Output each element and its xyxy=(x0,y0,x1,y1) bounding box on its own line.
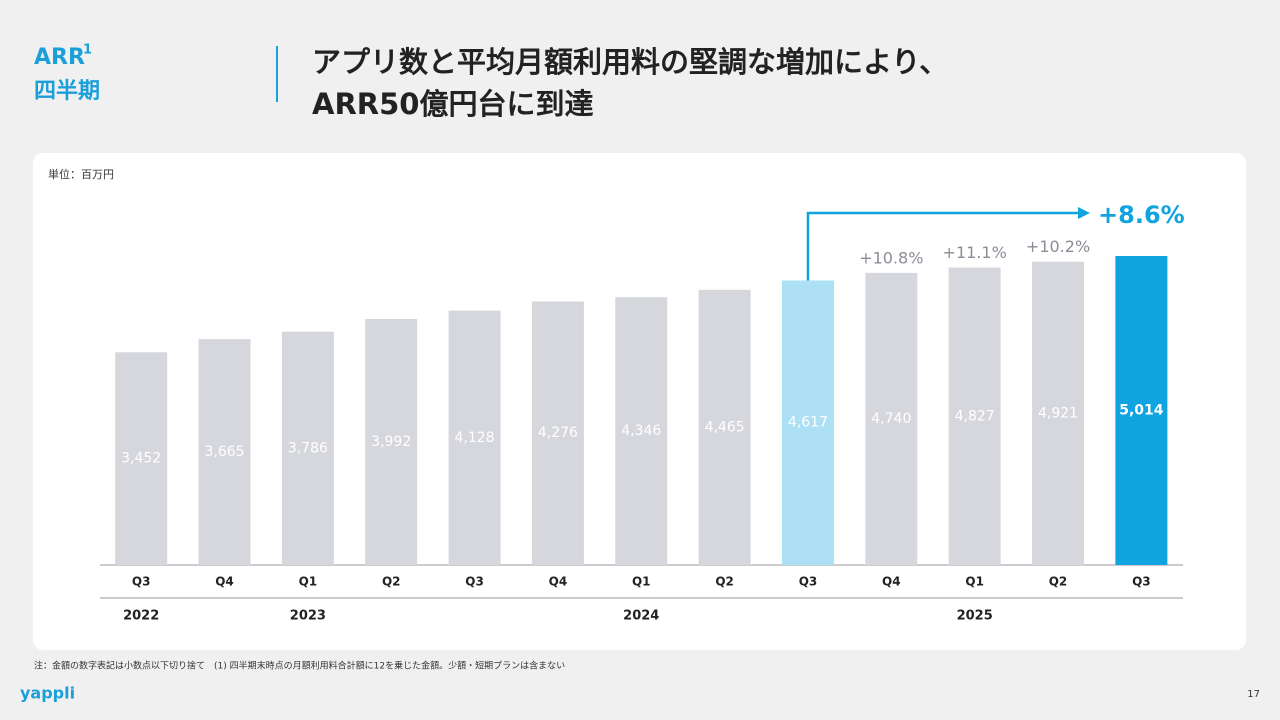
bar xyxy=(531,301,584,565)
x-tick-label: Q2 xyxy=(382,575,401,589)
value-label: 4,740 xyxy=(871,411,911,427)
year-label: 2025 xyxy=(957,609,993,624)
x-tick-label: Q3 xyxy=(132,575,151,589)
year-label: 2023 xyxy=(290,609,326,624)
growth-label: +11.1% xyxy=(943,243,1007,262)
bar xyxy=(865,272,918,565)
x-tick-label: Q2 xyxy=(1049,575,1068,589)
title-line: アプリ数と平均月額利用料の堅調な増加により、 xyxy=(312,45,948,79)
bar xyxy=(115,352,168,565)
section-note: 1 xyxy=(83,43,92,58)
title-line: ARR50億円台に到達 xyxy=(312,87,593,121)
bar xyxy=(1032,261,1085,565)
growth-arrow xyxy=(806,211,1080,281)
x-tick-label: Q3 xyxy=(799,575,818,589)
growth-label: +10.8% xyxy=(859,248,923,267)
bar xyxy=(281,331,334,565)
bar xyxy=(781,280,834,565)
x-tick-label: Q1 xyxy=(299,575,318,589)
logo: yappli xyxy=(20,684,75,703)
section: ARR xyxy=(34,45,85,70)
value-label: 3,665 xyxy=(204,444,244,460)
value-label: 3,452 xyxy=(121,451,161,467)
value-label: 4,276 xyxy=(538,425,578,441)
x-tick-label: Q3 xyxy=(1132,575,1151,589)
bar xyxy=(1115,256,1168,565)
subsection: 四半期 xyxy=(34,79,100,104)
x-tick-label: Q1 xyxy=(965,575,984,589)
year-label: 2022 xyxy=(123,609,159,624)
x-tick-label: Q3 xyxy=(465,575,484,589)
value-label: 5,014 xyxy=(1119,403,1164,419)
plot: 3,452 Q3 2022 3,665 Q4 3,786 Q1 2023 3,992 Q2 4,12… xyxy=(115,201,1185,624)
growth-label: +10.2% xyxy=(1026,237,1090,256)
x-tick-label: Q1 xyxy=(632,575,651,589)
footnote: 注：金額の数字表記は小数点以下切り捨て (1) 四半期末時点の月額利用料合計額に… xyxy=(34,660,565,672)
value-label: 3,992 xyxy=(371,434,411,450)
growth-label: +8.6% xyxy=(1098,201,1185,229)
unit-label: 単位：百万円 xyxy=(48,167,114,181)
value-label: 3,786 xyxy=(288,440,328,456)
bar xyxy=(198,339,251,565)
x-tick-label: Q4 xyxy=(882,575,901,589)
bar xyxy=(448,310,501,565)
value-label: 4,465 xyxy=(705,419,745,435)
bar xyxy=(948,267,1001,565)
value-label: 4,346 xyxy=(621,423,661,439)
value-label: 4,128 xyxy=(455,430,495,446)
x-tick-label: Q2 xyxy=(715,575,734,589)
value-label: 4,617 xyxy=(788,415,828,431)
x-tick-label: Q4 xyxy=(215,575,234,589)
year-label: 2024 xyxy=(623,609,659,624)
page-number: 17 xyxy=(1247,689,1260,700)
bar xyxy=(615,297,668,565)
value-label: 4,921 xyxy=(1038,405,1078,421)
arrow-head xyxy=(1078,207,1090,219)
bar xyxy=(698,289,751,565)
bar xyxy=(365,318,418,565)
x-tick-label: Q4 xyxy=(549,575,568,589)
value-label: 4,827 xyxy=(955,408,995,424)
